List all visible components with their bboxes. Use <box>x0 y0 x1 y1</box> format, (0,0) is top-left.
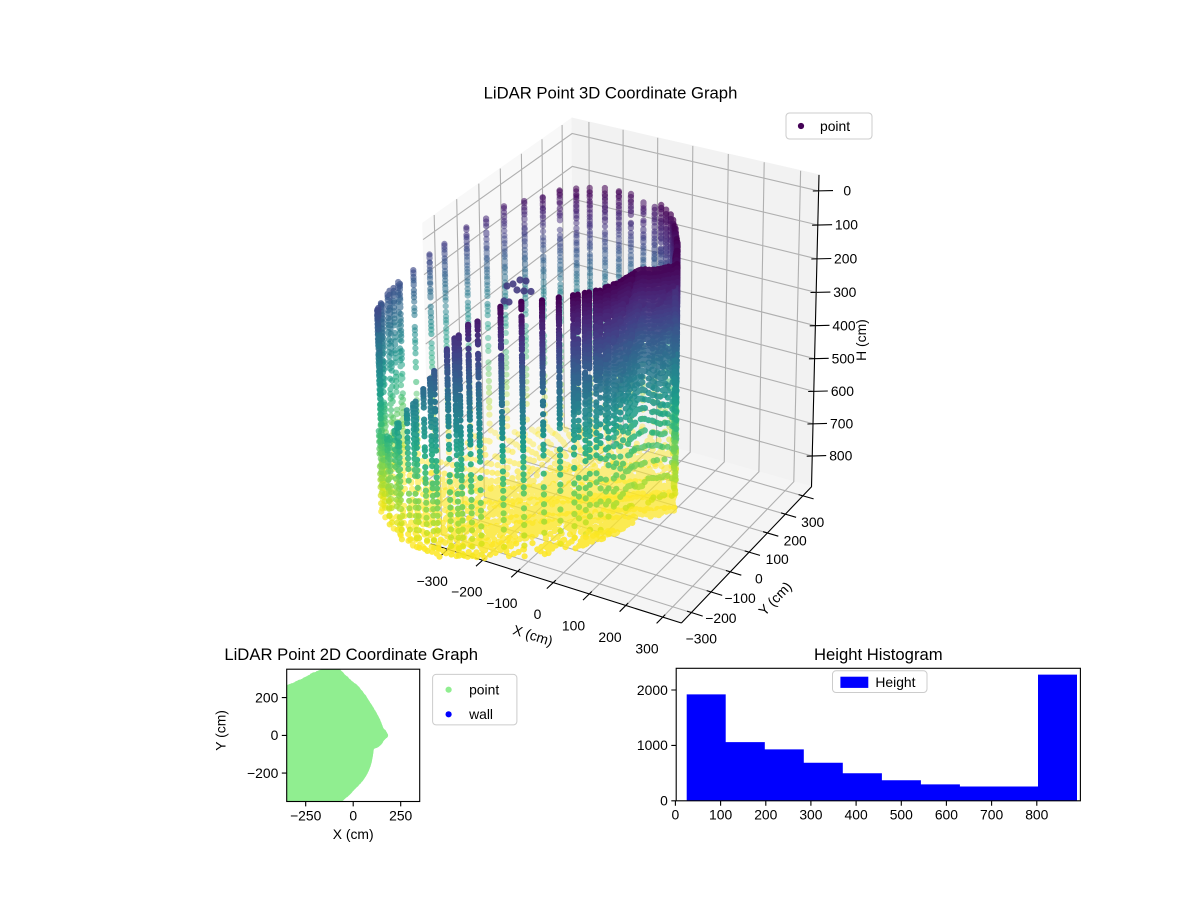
svg-text:−250: −250 <box>290 807 322 823</box>
svg-text:800: 800 <box>1025 807 1048 823</box>
svg-text:100: 100 <box>709 807 732 823</box>
svg-text:0: 0 <box>672 807 680 823</box>
svg-text:−200: −200 <box>451 584 483 600</box>
svg-text:−200: −200 <box>705 610 737 626</box>
svg-text:200: 200 <box>598 629 621 645</box>
svg-text:0: 0 <box>660 793 668 809</box>
svg-text:point: point <box>820 118 850 134</box>
svg-text:100: 100 <box>835 217 858 233</box>
svg-text:0: 0 <box>271 727 279 743</box>
svg-text:0: 0 <box>755 570 763 586</box>
svg-text:700: 700 <box>980 807 1003 823</box>
svg-text:Height Histogram: Height Histogram <box>814 645 943 664</box>
svg-text:point: point <box>469 682 499 698</box>
svg-text:0: 0 <box>843 183 851 199</box>
svg-text:700: 700 <box>830 416 853 432</box>
svg-text:800: 800 <box>829 448 852 464</box>
svg-text:X (cm): X (cm) <box>333 826 374 842</box>
svg-text:200: 200 <box>784 532 807 548</box>
svg-text:100: 100 <box>562 617 585 633</box>
svg-text:−100: −100 <box>486 595 518 611</box>
svg-text:LiDAR Point 2D Coordinate Grap: LiDAR Point 2D Coordinate Graph <box>224 645 478 664</box>
svg-text:500: 500 <box>832 350 855 366</box>
svg-text:300: 300 <box>635 641 658 657</box>
svg-text:1000: 1000 <box>637 737 668 753</box>
svg-text:400: 400 <box>832 317 855 333</box>
svg-text:100: 100 <box>766 551 789 567</box>
svg-text:300: 300 <box>801 514 824 530</box>
svg-text:H (cm): H (cm) <box>853 319 869 361</box>
svg-text:wall: wall <box>468 706 493 722</box>
svg-text:400: 400 <box>845 807 868 823</box>
svg-text:2000: 2000 <box>637 682 668 698</box>
svg-text:LiDAR Point 3D Coordinate Grap: LiDAR Point 3D Coordinate Graph <box>484 84 738 103</box>
svg-text:600: 600 <box>831 383 854 399</box>
svg-text:0: 0 <box>349 807 357 823</box>
svg-text:−100: −100 <box>724 590 756 606</box>
svg-text:Height: Height <box>875 674 915 690</box>
svg-text:500: 500 <box>890 807 913 823</box>
svg-text:300: 300 <box>799 807 822 823</box>
svg-text:−300: −300 <box>686 631 718 647</box>
svg-text:600: 600 <box>935 807 958 823</box>
svg-text:300: 300 <box>833 284 856 300</box>
svg-text:200: 200 <box>255 689 278 705</box>
svg-text:Y (cm): Y (cm) <box>213 710 229 751</box>
svg-text:−200: −200 <box>247 765 279 781</box>
svg-text:200: 200 <box>754 807 777 823</box>
svg-text:−300: −300 <box>417 573 449 589</box>
svg-text:200: 200 <box>834 251 857 267</box>
svg-text:250: 250 <box>389 807 412 823</box>
svg-text:0: 0 <box>534 606 542 622</box>
